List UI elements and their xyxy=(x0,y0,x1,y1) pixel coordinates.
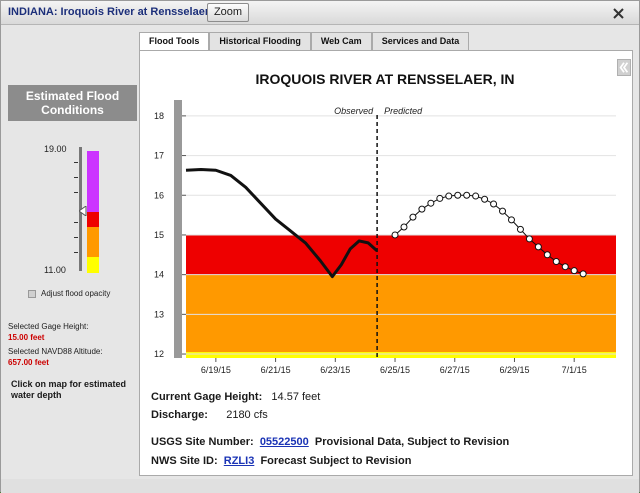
usgs-site-label: USGS Site Number: xyxy=(151,436,254,448)
x-tick-label: 6/23/15 xyxy=(320,365,350,375)
tab-bar: Flood Tools Historical Flooding Web Cam … xyxy=(139,32,470,51)
tab-flood-tools[interactable]: Flood Tools xyxy=(139,32,210,51)
predicted-point xyxy=(570,267,578,275)
flood-conditions-heading: Estimated Flood Conditions xyxy=(8,85,137,121)
discharge-value: 2180 cfs xyxy=(226,409,268,421)
gage-height-label: Current Gage Height: xyxy=(151,391,263,403)
gauge-tick xyxy=(74,177,78,178)
gage-height-value: 14.57 feet xyxy=(271,391,321,403)
tab-historical-flooding[interactable]: Historical Flooding xyxy=(209,32,311,50)
usgs-provisional-note: Provisional Data, Subject to Revision xyxy=(314,436,510,448)
y-tick-label: 13 xyxy=(154,309,164,319)
nws-site-link[interactable]: RZLI3 xyxy=(223,455,255,467)
gauge-tick xyxy=(74,192,78,193)
observed-label: Observed xyxy=(334,106,374,116)
selected-height-value: 15.00 feet xyxy=(8,333,45,342)
predicted-point xyxy=(427,199,435,207)
predicted-point xyxy=(481,195,489,203)
gauge-slider-track[interactable] xyxy=(79,147,82,271)
gauge-band-yellow xyxy=(87,257,99,273)
predicted-point xyxy=(400,223,408,231)
gauge-band-orange xyxy=(87,227,99,257)
y-tick-label: 12 xyxy=(154,349,164,359)
predicted-point xyxy=(543,251,551,259)
sidebar: Estimated Flood Conditions 19.00 11.00 A… xyxy=(1,25,137,493)
y-axis-bar xyxy=(174,100,182,358)
tab-services-and-data[interactable]: Services and Data xyxy=(371,32,470,50)
observed-stage-line xyxy=(185,167,379,279)
predicted-point xyxy=(579,270,587,278)
x-tick-label: 6/19/15 xyxy=(201,365,231,375)
predicted-point xyxy=(445,192,453,200)
predicted-point xyxy=(534,243,542,251)
opacity-label: Adjust flood opacity xyxy=(41,289,111,298)
gauge-tick xyxy=(74,237,78,238)
y-tick-label: 16 xyxy=(154,190,164,200)
hydrograph-chart: IROQUOIS RIVER AT RENSSELAER, IN 12 13 14 1… xyxy=(154,71,616,375)
y-tick-label: 14 xyxy=(154,270,164,280)
click-map-note: Click on map for estimated water depth xyxy=(11,379,127,400)
window-title: INDIANA: Iroquois River at Rensselaer xyxy=(8,6,210,18)
flood-band xyxy=(186,352,616,358)
usgs-site-row: USGS Site Number: 05522500 Provisional D… xyxy=(151,436,509,448)
status-bar xyxy=(1,479,639,493)
predicted-point xyxy=(507,216,515,224)
predicted-point xyxy=(552,258,560,266)
predicted-point xyxy=(391,231,399,239)
x-tick-label: 6/21/15 xyxy=(261,365,291,375)
x-tick-label: 6/27/15 xyxy=(440,365,470,375)
predicted-point xyxy=(472,192,480,200)
usgs-site-link[interactable]: 05522500 xyxy=(259,436,309,448)
gage-height-row: Current Gage Height: 14.57 feet xyxy=(151,391,320,403)
predicted-point xyxy=(499,207,507,215)
flood-opacity-control[interactable]: Adjust flood opacity xyxy=(28,289,110,298)
predicted-point xyxy=(525,235,533,243)
nws-forecast-note: Forecast Subject to Revision xyxy=(260,455,412,467)
zoom-button[interactable]: Zoom xyxy=(207,3,249,22)
opacity-icon[interactable] xyxy=(28,289,36,298)
nws-site-row: NWS Site ID: RZLI3 Forecast Subject to R… xyxy=(151,455,411,467)
y-tick-label: 18 xyxy=(154,111,164,121)
gauge-band-purple xyxy=(87,151,99,212)
chart-title: IROQUOIS RIVER AT RENSSELAER, IN xyxy=(255,71,514,87)
predicted-point xyxy=(490,200,498,208)
x-tick-label: 6/25/15 xyxy=(380,365,410,375)
gauge-tick xyxy=(74,252,78,253)
predicted-stage-line xyxy=(394,194,584,275)
title-bar: INDIANA: Iroquois River at Rensselaer Zo… xyxy=(1,1,639,25)
x-tick-label: 7/1/15 xyxy=(562,365,587,375)
tab-web-cam[interactable]: Web Cam xyxy=(310,32,372,50)
predicted-point xyxy=(409,213,417,221)
y-tick-label: 15 xyxy=(154,230,164,240)
predicted-label: Predicted xyxy=(384,106,423,116)
y-tick-label: 17 xyxy=(154,151,164,161)
gauge-bottom-label: 11.00 xyxy=(44,265,66,275)
predicted-point xyxy=(516,225,524,233)
predicted-point xyxy=(463,191,471,199)
predicted-point xyxy=(454,191,462,199)
selected-altitude-value: 657.00 feet xyxy=(8,358,49,367)
gauge-slider-handle-icon[interactable] xyxy=(79,206,87,216)
selected-altitude-label: Selected NAVD88 Altitude: xyxy=(8,347,103,356)
discharge-label: Discharge: xyxy=(151,409,208,421)
gauge-top-label: 19.00 xyxy=(44,144,67,154)
close-icon[interactable] xyxy=(613,8,624,19)
nws-site-label: NWS Site ID: xyxy=(151,455,218,467)
predicted-point xyxy=(418,205,426,213)
predicted-point xyxy=(561,263,569,271)
predicted-point xyxy=(436,194,444,202)
flood-band xyxy=(186,274,616,353)
flood-condition-bar xyxy=(87,151,99,273)
discharge-row: Discharge: 2180 cfs xyxy=(151,409,268,421)
gauge-tick xyxy=(74,222,78,223)
collapse-panel-icon[interactable] xyxy=(617,59,631,76)
gauge-band-red xyxy=(87,212,99,227)
gauge-tick xyxy=(74,162,78,163)
selected-height-label: Selected Gage Height: xyxy=(8,322,89,331)
flood-band xyxy=(186,234,616,275)
x-tick-label: 6/29/15 xyxy=(499,365,529,375)
